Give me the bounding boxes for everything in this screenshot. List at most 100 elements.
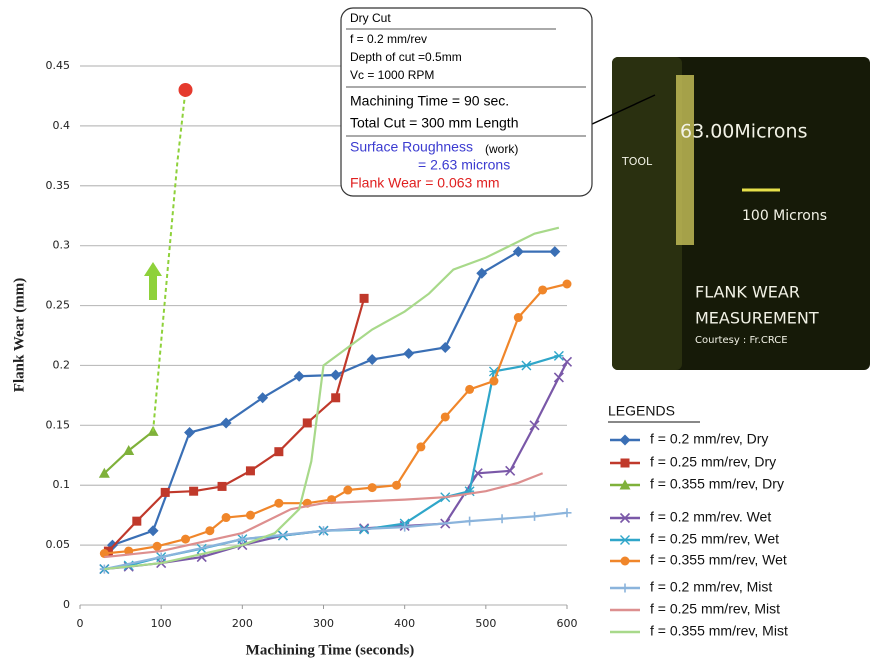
- point: [476, 268, 487, 279]
- point: [181, 535, 190, 544]
- point: [246, 466, 255, 475]
- callout-text: Depth of cut =0.5mm: [350, 50, 462, 64]
- measurement-label: 63.00Microns: [680, 121, 807, 143]
- callout-text: (work): [485, 142, 518, 156]
- point: [330, 370, 341, 381]
- callout-text: Vc = 1000 RPM: [350, 68, 434, 82]
- point: [343, 486, 352, 495]
- y-tick-label: 0.15: [46, 418, 71, 431]
- legend-label: f = 0.2 mm/rev, Dry: [650, 431, 768, 447]
- point: [161, 488, 170, 497]
- y-tick-label: 0.25: [46, 299, 71, 312]
- point: [441, 412, 450, 421]
- point: [303, 418, 312, 427]
- point: [274, 499, 283, 508]
- x-axis-title: Machining Time (seconds): [246, 642, 415, 658]
- point: [621, 584, 630, 593]
- up-arrow: [144, 262, 162, 300]
- point: [563, 279, 572, 288]
- legend-label: f = 0.2 mm/rev. Wet: [650, 509, 771, 525]
- series-line: [104, 284, 567, 554]
- point: [563, 508, 572, 517]
- point: [554, 351, 563, 360]
- point: [465, 517, 474, 526]
- point: [620, 435, 631, 446]
- point: [538, 285, 547, 294]
- point: [465, 385, 474, 394]
- point: [416, 442, 425, 451]
- x-tick-label: 400: [394, 617, 415, 630]
- point: [392, 481, 401, 490]
- y-tick-label: 0: [63, 598, 70, 611]
- point: [222, 513, 231, 522]
- tool-edge: [676, 75, 694, 245]
- point: [522, 361, 531, 370]
- chart: Machining Time (seconds) Flank Wear (mm)…: [0, 0, 873, 662]
- point: [153, 542, 162, 551]
- legend-title: LEGENDS: [608, 403, 675, 419]
- point: [331, 393, 340, 402]
- inset-credit: Courtesy : Fr.CRCE: [695, 335, 788, 346]
- inset-title: MEASUREMENT: [695, 309, 819, 328]
- callout-text: Surface Roughness: [350, 139, 473, 155]
- point: [621, 459, 630, 468]
- point: [132, 517, 141, 526]
- callout-text: f = 0.2 mm/rev: [350, 32, 427, 46]
- point: [489, 377, 498, 386]
- point: [530, 512, 539, 521]
- x-tick-label: 500: [475, 617, 496, 630]
- point: [189, 487, 198, 496]
- x-tick-label: 0: [77, 617, 84, 630]
- legend-label: f = 0.25 mm/rev, Wet: [650, 531, 779, 547]
- legend-label: f = 0.355 mm/rev, Dry: [650, 476, 784, 492]
- series-line: [104, 362, 567, 569]
- legend-label: f = 0.2 mm/rev, Mist: [650, 579, 772, 595]
- point: [513, 246, 524, 257]
- point: [360, 294, 369, 303]
- point: [368, 483, 377, 492]
- point: [621, 536, 630, 545]
- y-tick-label: 0.35: [46, 179, 71, 192]
- callout-text: = 2.63 microns: [418, 157, 510, 173]
- y-tick-label: 0.1: [53, 478, 71, 491]
- point: [148, 525, 159, 536]
- series-line: [104, 356, 559, 569]
- x-tick-label: 100: [151, 617, 172, 630]
- x-tick-label: 600: [557, 617, 578, 630]
- y-tick-label: 0.3: [53, 239, 71, 252]
- y-tick-label: 0.4: [53, 119, 71, 132]
- legend-label: f = 0.25 mm/rev, Dry: [650, 454, 776, 470]
- callout-text: Machining Time = 90 sec.: [350, 93, 509, 109]
- inset-title: FLANK WEAR: [695, 283, 800, 302]
- callout-text: Dry Cut: [350, 11, 391, 25]
- point: [403, 348, 414, 359]
- legend-label: f = 0.25 mm/rev, Mist: [650, 601, 780, 617]
- point: [294, 371, 305, 382]
- point: [554, 373, 563, 382]
- photo-texture: [612, 57, 682, 370]
- x-tick-label: 300: [313, 617, 334, 630]
- legend-label: f = 0.355 mm/rev, Wet: [650, 552, 787, 568]
- projection-line: [153, 90, 185, 431]
- point: [246, 511, 255, 520]
- point: [205, 526, 214, 535]
- point: [549, 246, 560, 257]
- projection-point: [179, 83, 193, 97]
- y-tick-label: 0.05: [46, 538, 71, 551]
- callout-text: Flank Wear = 0.063 mm: [350, 175, 500, 191]
- y-tick-label: 0.45: [46, 59, 71, 72]
- point: [621, 557, 630, 566]
- point: [274, 447, 283, 456]
- legend-label: f = 0.355 mm/rev, Mist: [650, 623, 788, 639]
- point: [184, 427, 195, 438]
- y-tick-label: 0.2: [53, 358, 71, 371]
- point: [498, 514, 507, 523]
- point: [367, 354, 378, 365]
- tool-label: TOOL: [621, 155, 653, 168]
- point: [440, 342, 451, 353]
- callout-text: Total Cut = 300 mm Length: [350, 115, 519, 131]
- scale-label: 100 Microns: [742, 208, 827, 224]
- x-tick-label: 200: [232, 617, 253, 630]
- y-axis-title: Flank Wear (mm): [11, 278, 27, 392]
- point: [514, 313, 523, 322]
